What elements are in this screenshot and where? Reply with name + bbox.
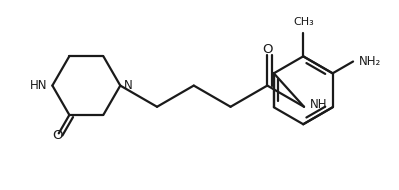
Text: O: O [262, 43, 273, 56]
Text: N: N [124, 79, 133, 92]
Text: CH₃: CH₃ [294, 17, 314, 27]
Text: HN: HN [30, 79, 47, 92]
Text: O: O [52, 129, 63, 142]
Text: NH: NH [310, 98, 327, 111]
Text: NH₂: NH₂ [359, 55, 381, 68]
